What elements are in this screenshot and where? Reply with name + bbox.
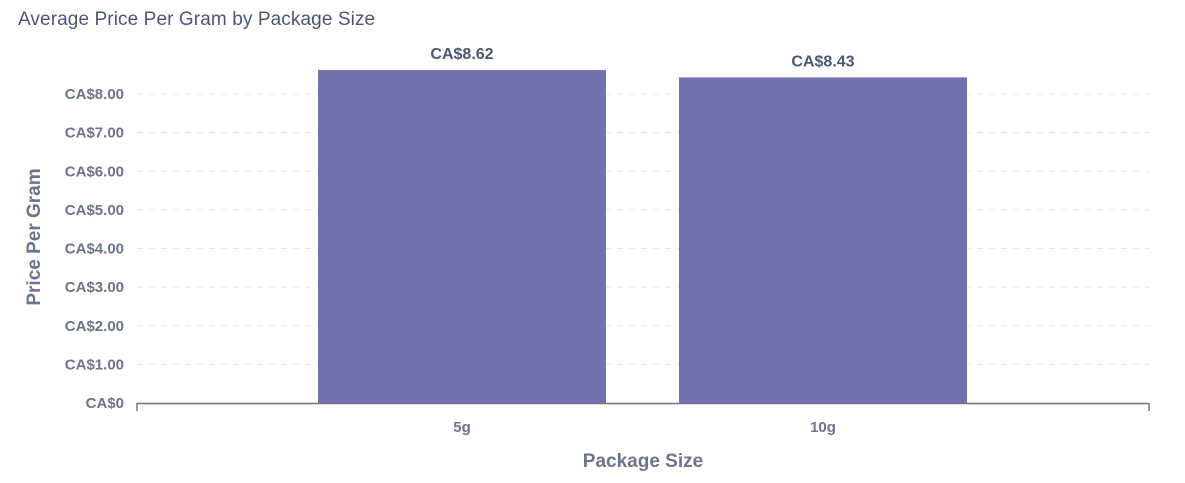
bars [318,70,967,404]
y-tick-label: CA$8.00 [65,86,124,103]
x-tick-label: 10g [810,419,836,436]
gridlines [137,93,1149,365]
y-axis-title: Price Per Gram [24,168,45,305]
data-label: CA$8.62 [430,46,493,63]
y-tick-label: CA$7.00 [65,125,124,142]
y-tick-label: CA$4.00 [65,241,124,258]
y-tick-label: CA$1.00 [65,356,124,373]
x-axis-title: Package Size [583,451,703,472]
data-label: CA$8.43 [791,53,854,70]
bar-5g [318,70,606,404]
chart-title: Average Price Per Gram by Package Size [18,9,376,30]
data-labels: CA$8.62 CA$8.43 [430,46,854,70]
y-tick-label: CA$2.00 [65,318,124,335]
y-tick-label: CA$5.00 [65,202,124,219]
y-tick-label: CA$6.00 [65,163,124,180]
y-axis-ticks: CA$0 CA$1.00 CA$2.00 CA$3.00 CA$4.00 CA$5.00 C… [65,86,124,412]
y-tick-label: CA$0 [86,395,124,412]
x-tick-label: 5g [453,419,471,436]
x-axis: 5g 10g [136,402,1150,436]
y-tick-label: CA$3.00 [65,279,124,296]
bar-10g [679,77,967,404]
